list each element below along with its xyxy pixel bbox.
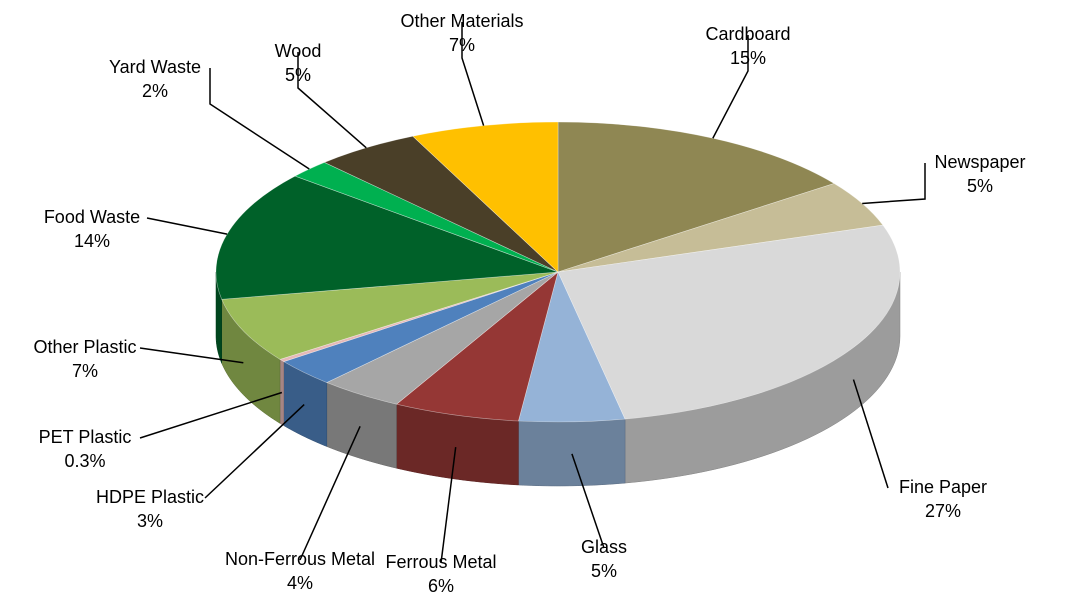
category-label: Yard Waste bbox=[109, 57, 201, 77]
value-label: 0.3% bbox=[64, 451, 105, 471]
category-label: Glass bbox=[581, 537, 627, 557]
category-label: Other Materials bbox=[400, 11, 523, 31]
slice-side bbox=[518, 418, 626, 487]
leader-line bbox=[440, 447, 457, 564]
value-label: 14% bbox=[74, 231, 110, 251]
leader-line bbox=[204, 403, 305, 499]
slice bbox=[557, 224, 901, 420]
category-label: Ferrous Metal bbox=[385, 552, 496, 572]
value-label: 4% bbox=[287, 573, 313, 593]
leader-line bbox=[146, 217, 228, 235]
category-label: HDPE Plastic bbox=[96, 487, 204, 507]
leader-line bbox=[571, 453, 605, 549]
slice bbox=[395, 271, 559, 422]
value-label: 5% bbox=[591, 561, 617, 581]
value-label: 3% bbox=[137, 511, 163, 531]
category-label: Fine Paper bbox=[899, 477, 987, 497]
value-label: 2% bbox=[142, 81, 168, 101]
category-label: Wood bbox=[275, 41, 322, 61]
value-label: 6% bbox=[428, 576, 454, 596]
value-label: 7% bbox=[72, 361, 98, 381]
slice bbox=[215, 175, 559, 300]
value-label: 15% bbox=[730, 48, 766, 68]
slice bbox=[221, 271, 559, 360]
leader-line bbox=[712, 35, 749, 139]
category-label: PET Plastic bbox=[39, 427, 132, 447]
leader-line bbox=[297, 52, 367, 149]
category-label: Food Waste bbox=[44, 207, 140, 227]
leader-line bbox=[299, 426, 361, 561]
leader-line bbox=[862, 163, 926, 205]
value-label: 27% bbox=[925, 501, 961, 521]
leader-line bbox=[461, 22, 485, 126]
leader-line bbox=[139, 391, 283, 439]
category-label: Other Plastic bbox=[33, 337, 136, 357]
leader-line bbox=[139, 347, 244, 364]
value-label: 5% bbox=[285, 65, 311, 85]
category-label: Newspaper bbox=[934, 152, 1025, 172]
value-label: 5% bbox=[967, 176, 993, 196]
category-label: Non-Ferrous Metal bbox=[225, 549, 375, 569]
leader-line bbox=[852, 379, 889, 489]
slice bbox=[557, 121, 835, 273]
value-label: 7% bbox=[449, 35, 475, 55]
category-label: Cardboard bbox=[705, 24, 790, 44]
leader-line bbox=[209, 68, 310, 170]
slice bbox=[412, 121, 559, 273]
